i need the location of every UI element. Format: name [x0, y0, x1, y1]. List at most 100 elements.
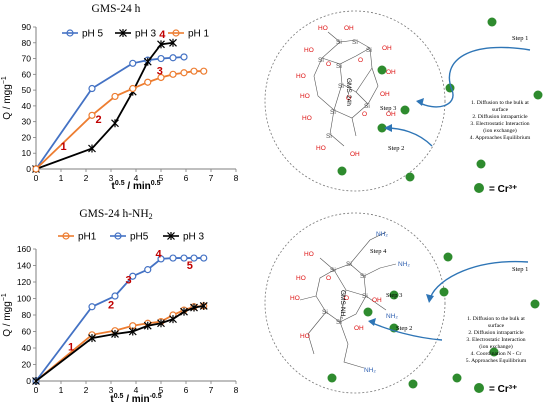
chart-top-legend: pH 5 pH 3 pH 1 — [62, 29, 210, 40]
step3-label: Step 3 — [380, 105, 396, 112]
series-line-ph1 — [35, 305, 204, 382]
svg-text:Si: Si — [352, 39, 358, 46]
svg-text:Si: Si — [336, 319, 342, 326]
chart-top: GMS-24 h pH 5 pH 3 pH 1 0102030405060708… — [1, 3, 239, 192]
svg-text:OH: OH — [344, 25, 354, 32]
svg-text:Si: Si — [318, 57, 324, 64]
svg-text:Si: Si — [364, 103, 370, 110]
svg-text:4. Approaches Equilibrium: 4. Approaches Equilibrium — [470, 135, 531, 141]
x-tick-label: 1 — [59, 173, 64, 183]
svg-text:O: O — [326, 275, 331, 282]
chart-bottom-title: GMS-24 h-NH2 — [79, 208, 152, 221]
stage-label: 4 — [159, 29, 166, 41]
step2-label: Step 2 — [388, 145, 404, 152]
svg-text:4. Coordination N - Cr: 4. Coordination N - Cr — [471, 351, 522, 357]
data-point-ph5 — [169, 254, 177, 262]
y-tick-label: 140 — [17, 261, 31, 271]
data-point-ph1 — [169, 70, 177, 78]
svg-text:Si: Si — [346, 261, 352, 268]
svg-text:1. Diffusion to the bulk at: 1. Diffusion to the bulk at — [467, 315, 525, 322]
svg-text:Si: Si — [360, 273, 366, 280]
step1-arrow — [429, 260, 529, 301]
cr-ion-group — [327, 252, 540, 389]
step3-label: Step 3 — [386, 292, 402, 299]
data-point-ph3 — [88, 144, 96, 153]
legend-item-ph3: pH 3 — [183, 232, 205, 243]
data-point-ph1 — [200, 67, 208, 75]
data-point-ph3 — [157, 319, 165, 328]
data-point-ph1 — [190, 67, 198, 75]
legend-item-ph3: pH 3 — [135, 29, 157, 40]
svg-text:O: O — [344, 295, 349, 302]
y-tick-label: 10 — [22, 148, 32, 158]
x-tick-label: 0 — [34, 173, 39, 183]
svg-text:NH₂: NH₂ — [398, 261, 410, 268]
svg-text:Si: Si — [336, 63, 342, 70]
svg-text:NH₂: NH₂ — [376, 231, 388, 238]
y-tick-label: 80 — [22, 310, 32, 320]
data-point-ph5 — [180, 53, 188, 61]
data-point-ph5 — [200, 254, 208, 262]
x-tick-label: 2 — [84, 173, 89, 183]
svg-text:5. Approaches Equilibrium: 5. Approaches Equilibrium — [466, 358, 527, 364]
svg-text:HO: HO — [300, 93, 310, 100]
data-point-ph3 — [157, 40, 165, 49]
svg-text:Si: Si — [326, 133, 332, 140]
legend-item-ph1: pH1 — [78, 232, 97, 243]
step2-label: Step 2 — [396, 325, 412, 332]
y-tick-label: 90 — [22, 22, 32, 32]
y-tick-label: 0 — [26, 376, 31, 386]
data-point-ph1 — [180, 69, 188, 77]
chart-bottom-legend: pH1 pH5 pH 3 — [58, 232, 205, 243]
svg-text:HO: HO — [296, 73, 306, 80]
cr-ion-legend-label: = Cr³⁺ — [489, 184, 517, 195]
y-tick-label: 40 — [22, 343, 32, 353]
y-tick-label: 40 — [22, 101, 32, 111]
data-point-ph3 — [169, 38, 177, 47]
svg-text:Si: Si — [330, 267, 336, 274]
x-tick-label: 7 — [209, 385, 214, 395]
x-tick-label: 3 — [109, 173, 114, 183]
svg-text:Si: Si — [366, 47, 372, 54]
x-tick-label: 4 — [134, 173, 139, 183]
chart-top-ylabel: Q / mgg−1 — [1, 76, 13, 120]
data-point-ph3 — [169, 315, 177, 324]
svg-text:O: O — [358, 57, 363, 64]
cr-ion-legend-icon — [474, 383, 484, 393]
diagram-top: HO OH HO OH HO OH HO OH OH HO HO OH O O O O Si Si… — [264, 10, 543, 195]
stage-label: 1 — [68, 341, 74, 353]
cr-ion-legend-label: = Cr³⁺ — [489, 384, 517, 395]
mechanism-list: 1. Diffusion to the bulk at surface 2. D… — [466, 315, 527, 364]
svg-text:NH₂: NH₂ — [364, 367, 376, 374]
svg-text:HO: HO — [304, 251, 314, 258]
svg-text:HO: HO — [300, 333, 310, 340]
svg-text:OH: OH — [386, 111, 396, 118]
x-tick-label: 8 — [234, 385, 239, 395]
y-tick-label: 60 — [22, 327, 32, 337]
chart-top-title: GMS-24 h — [92, 3, 141, 15]
functional-groups: NH₂ NH₂ NH₂ NH₂ HO HO HO OH HO OH O O Si Si S… — [290, 231, 410, 374]
svg-text:O: O — [346, 95, 351, 102]
y-tick-label: 100 — [17, 294, 31, 304]
data-point-ph5 — [190, 254, 198, 262]
data-point-ph5 — [88, 84, 96, 93]
svg-text:surface: surface — [492, 106, 509, 113]
svg-text:3. Electrostatic Interaction: 3. Electrostatic Interaction — [470, 121, 529, 127]
data-point-ph3 — [88, 334, 96, 343]
data-point-ph5 — [88, 303, 96, 311]
svg-text:O: O — [326, 61, 331, 68]
svg-text:HO: HO — [290, 295, 300, 302]
svg-text:HO: HO — [296, 275, 306, 282]
svg-text:OH: OH — [372, 297, 382, 304]
data-point-ph1 — [144, 78, 152, 86]
data-point-ph3 — [111, 119, 119, 128]
x-tick-label: 5 — [159, 173, 164, 183]
silica-network — [299, 231, 397, 369]
series-line-ph1 — [35, 70, 204, 170]
y-tick-label: 0 — [26, 164, 31, 174]
step1-label: Step 1 — [512, 266, 528, 273]
legend-item-ph1: pH 1 — [188, 29, 210, 40]
svg-text:OH: OH — [386, 69, 396, 76]
data-point-ph1 — [129, 84, 137, 93]
stage-label: 2 — [108, 299, 114, 311]
